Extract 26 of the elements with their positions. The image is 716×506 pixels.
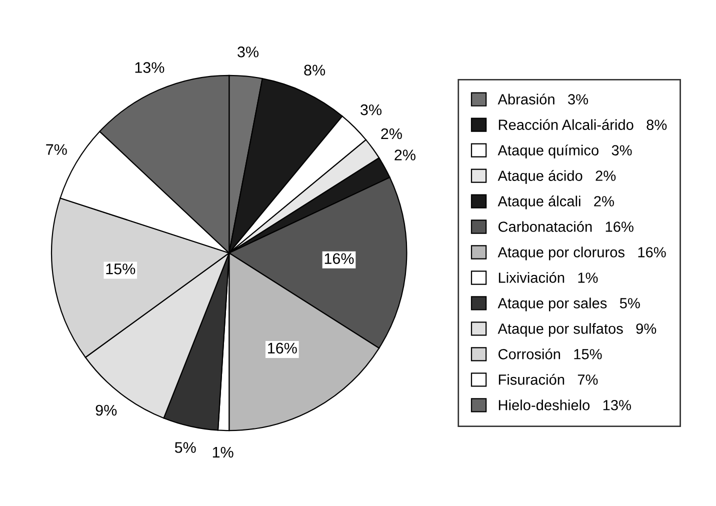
data-label: 1% <box>212 446 234 458</box>
data-label: 15% <box>106 264 136 274</box>
legend-label: Fisuración 7% <box>498 374 598 385</box>
legend-label: Ataque por cloruros 16% <box>498 246 666 260</box>
legend-label: Ataque químico 3% <box>498 144 632 158</box>
data-label: 7% <box>46 144 67 155</box>
data-label: 9% <box>96 404 117 416</box>
data-label: 13% <box>135 62 164 73</box>
legend-label: Hielo-deshielo 13% <box>498 400 631 410</box>
data-label: 16% <box>324 253 354 264</box>
data-label: 3% <box>360 104 382 116</box>
data-label: 2% <box>381 128 402 140</box>
legend-label: Corrosión 15% <box>498 348 602 360</box>
data-label: 2% <box>394 150 416 160</box>
legend-label: Ataque álcali 2% <box>498 196 614 210</box>
legend-label: Lixiviación 1% <box>498 272 598 283</box>
legend-label: Ataque ácido 2% <box>498 170 616 184</box>
data-label: 3% <box>238 46 258 58</box>
legend-label: Ataque por sales 5% <box>498 298 640 312</box>
legend-label: Carbonatación 16% <box>498 221 634 232</box>
data-label: 8% <box>304 64 326 76</box>
legend-label: Abrasión 3% <box>498 94 588 104</box>
data-label: 16% <box>268 342 297 354</box>
data-label: 5% <box>174 442 196 453</box>
legend-label: Ataque por sulfatos 9% <box>498 323 656 337</box>
legend-label: Reacción Alcali-árido 8% <box>498 119 667 130</box>
